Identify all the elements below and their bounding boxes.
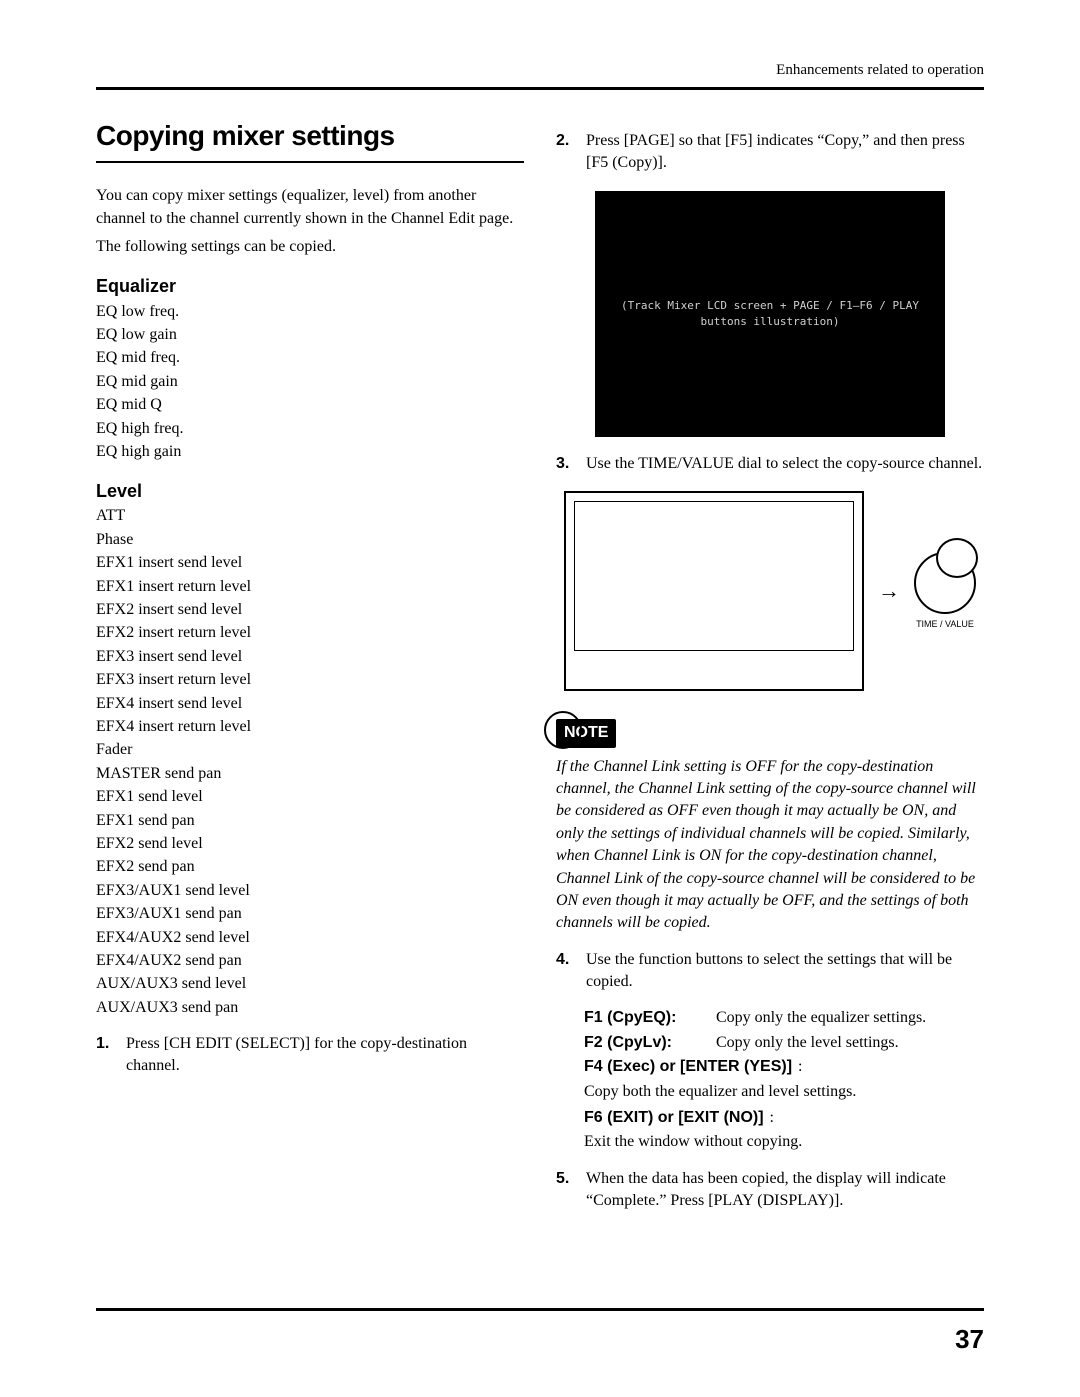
footer-rule xyxy=(96,1308,984,1311)
def-row: F2 (CpyLv): Copy only the level settings. xyxy=(584,1032,984,1054)
list-item: EFX4 insert return level xyxy=(96,716,524,738)
step-3: 3. Use the TIME/VALUE dial to select the… xyxy=(556,453,984,475)
header-rule xyxy=(96,87,984,90)
list-item: EFX3 insert return level xyxy=(96,669,524,691)
page-number: 37 xyxy=(955,1321,984,1357)
step-text: Press [CH EDIT (SELECT)] for the copy-de… xyxy=(126,1033,524,1078)
step-number: 1. xyxy=(96,1033,118,1078)
list-item: EFX2 insert send level xyxy=(96,599,524,621)
knob-label: TIME / VALUE xyxy=(914,618,976,631)
def-f4: F4 (Exec) or [ENTER (YES)]: xyxy=(584,1056,984,1078)
def-key: F6 (EXIT) or [EXIT (NO)] xyxy=(584,1107,764,1129)
intro-paragraph-2: The following settings can be copied. xyxy=(96,236,524,258)
step-5: 5. When the data has been copied, the di… xyxy=(556,1168,984,1213)
def-sep: : xyxy=(770,1107,774,1129)
list-item: EQ mid freq. xyxy=(96,347,524,369)
list-item: EFX2 insert return level xyxy=(96,622,524,644)
step-number: 3. xyxy=(556,453,578,475)
figure-copy-mixer xyxy=(564,491,864,691)
step-number: 4. xyxy=(556,949,578,994)
page-title: Copying mixer settings xyxy=(96,116,524,163)
step-number: 5. xyxy=(556,1168,578,1213)
equalizer-list: EQ low freq.EQ low gainEQ mid freq.EQ mi… xyxy=(96,301,524,464)
list-item: EFX4 insert send level xyxy=(96,693,524,715)
def-row: F1 (CpyEQ): Copy only the equalizer setti… xyxy=(584,1007,984,1029)
time-value-dial-icon xyxy=(914,552,976,614)
note-text: If the Channel Link setting is OFF for t… xyxy=(556,756,984,935)
note-badge: NOTE xyxy=(556,719,616,747)
figure-placeholder-text: (Track Mixer LCD screen + PAGE / F1–F6 /… xyxy=(597,298,943,329)
list-item: EFX2 send level xyxy=(96,833,524,855)
level-list: ATTPhaseEFX1 insert send levelEFX1 inser… xyxy=(96,505,524,1019)
def-f6: F6 (EXIT) or [EXIT (NO)]: xyxy=(584,1107,984,1129)
list-item: EFX4/AUX2 send pan xyxy=(96,950,524,972)
list-item: EFX3/AUX1 send level xyxy=(96,880,524,902)
step-text: Use the function buttons to select the s… xyxy=(586,949,984,994)
list-item: EQ high gain xyxy=(96,441,524,463)
list-item: EQ mid gain xyxy=(96,371,524,393)
def-key: F2 (CpyLv): xyxy=(584,1032,710,1054)
list-item: EFX1 send pan xyxy=(96,810,524,832)
list-item: EFX1 insert return level xyxy=(96,576,524,598)
figure-track-mixer: (Track Mixer LCD screen + PAGE / F1–F6 /… xyxy=(595,191,945,437)
list-item: EFX1 insert send level xyxy=(96,552,524,574)
step-text: Use the TIME/VALUE dial to select the co… xyxy=(586,453,982,475)
step-1: 1. Press [CH EDIT (SELECT)] for the copy… xyxy=(96,1033,524,1078)
list-item: EQ low gain xyxy=(96,324,524,346)
step-2: 2. Press [PAGE] so that [F5] indicates “… xyxy=(556,130,984,175)
def-f6-value: Exit the window without copying. xyxy=(584,1131,984,1153)
figure-copy-mixer-group: → TIME / VALUE xyxy=(556,491,984,691)
step-text: When the data has been copied, the displ… xyxy=(586,1168,984,1213)
def-key: F1 (CpyEQ): xyxy=(584,1007,710,1029)
def-sep: : xyxy=(798,1056,802,1078)
list-item: MASTER send pan xyxy=(96,763,524,785)
list-item: AUX/AUX3 send pan xyxy=(96,997,524,1019)
def-key: F4 (Exec) or [ENTER (YES)] xyxy=(584,1056,792,1078)
list-item: ATT xyxy=(96,505,524,527)
equalizer-heading: Equalizer xyxy=(96,274,524,299)
def-value: Copy only the equalizer settings. xyxy=(716,1007,926,1029)
list-item: EQ high freq. xyxy=(96,418,524,440)
list-item: EFX4/AUX2 send level xyxy=(96,927,524,949)
list-item: EFX2 send pan xyxy=(96,856,524,878)
step-number: 2. xyxy=(556,130,578,175)
def-value: Copy only the level settings. xyxy=(716,1032,899,1054)
left-column: Copying mixer settings You can copy mixe… xyxy=(96,116,524,1227)
lcd-screen xyxy=(574,501,854,651)
right-column: 2. Press [PAGE] so that [F5] indicates “… xyxy=(556,116,984,1227)
list-item: Fader xyxy=(96,739,524,761)
list-item: EFX3 insert send level xyxy=(96,646,524,668)
step-text: Press [PAGE] so that [F5] indicates “Cop… xyxy=(586,130,984,175)
arrow-right-icon: → xyxy=(878,576,900,607)
running-head: Enhancements related to operation xyxy=(96,60,984,81)
list-item: EFX1 send level xyxy=(96,786,524,808)
list-item: EFX3/AUX1 send pan xyxy=(96,903,524,925)
function-definitions: F1 (CpyEQ): Copy only the equalizer setti… xyxy=(584,1007,984,1054)
def-f4-value: Copy both the equalizer and level settin… xyxy=(584,1081,984,1103)
intro-paragraph-1: You can copy mixer settings (equalizer, … xyxy=(96,185,524,230)
list-item: EQ low freq. xyxy=(96,301,524,323)
list-item: AUX/AUX3 send level xyxy=(96,973,524,995)
step-4: 4. Use the function buttons to select th… xyxy=(556,949,984,994)
level-heading: Level xyxy=(96,479,524,504)
list-item: EQ mid Q xyxy=(96,394,524,416)
list-item: Phase xyxy=(96,529,524,551)
